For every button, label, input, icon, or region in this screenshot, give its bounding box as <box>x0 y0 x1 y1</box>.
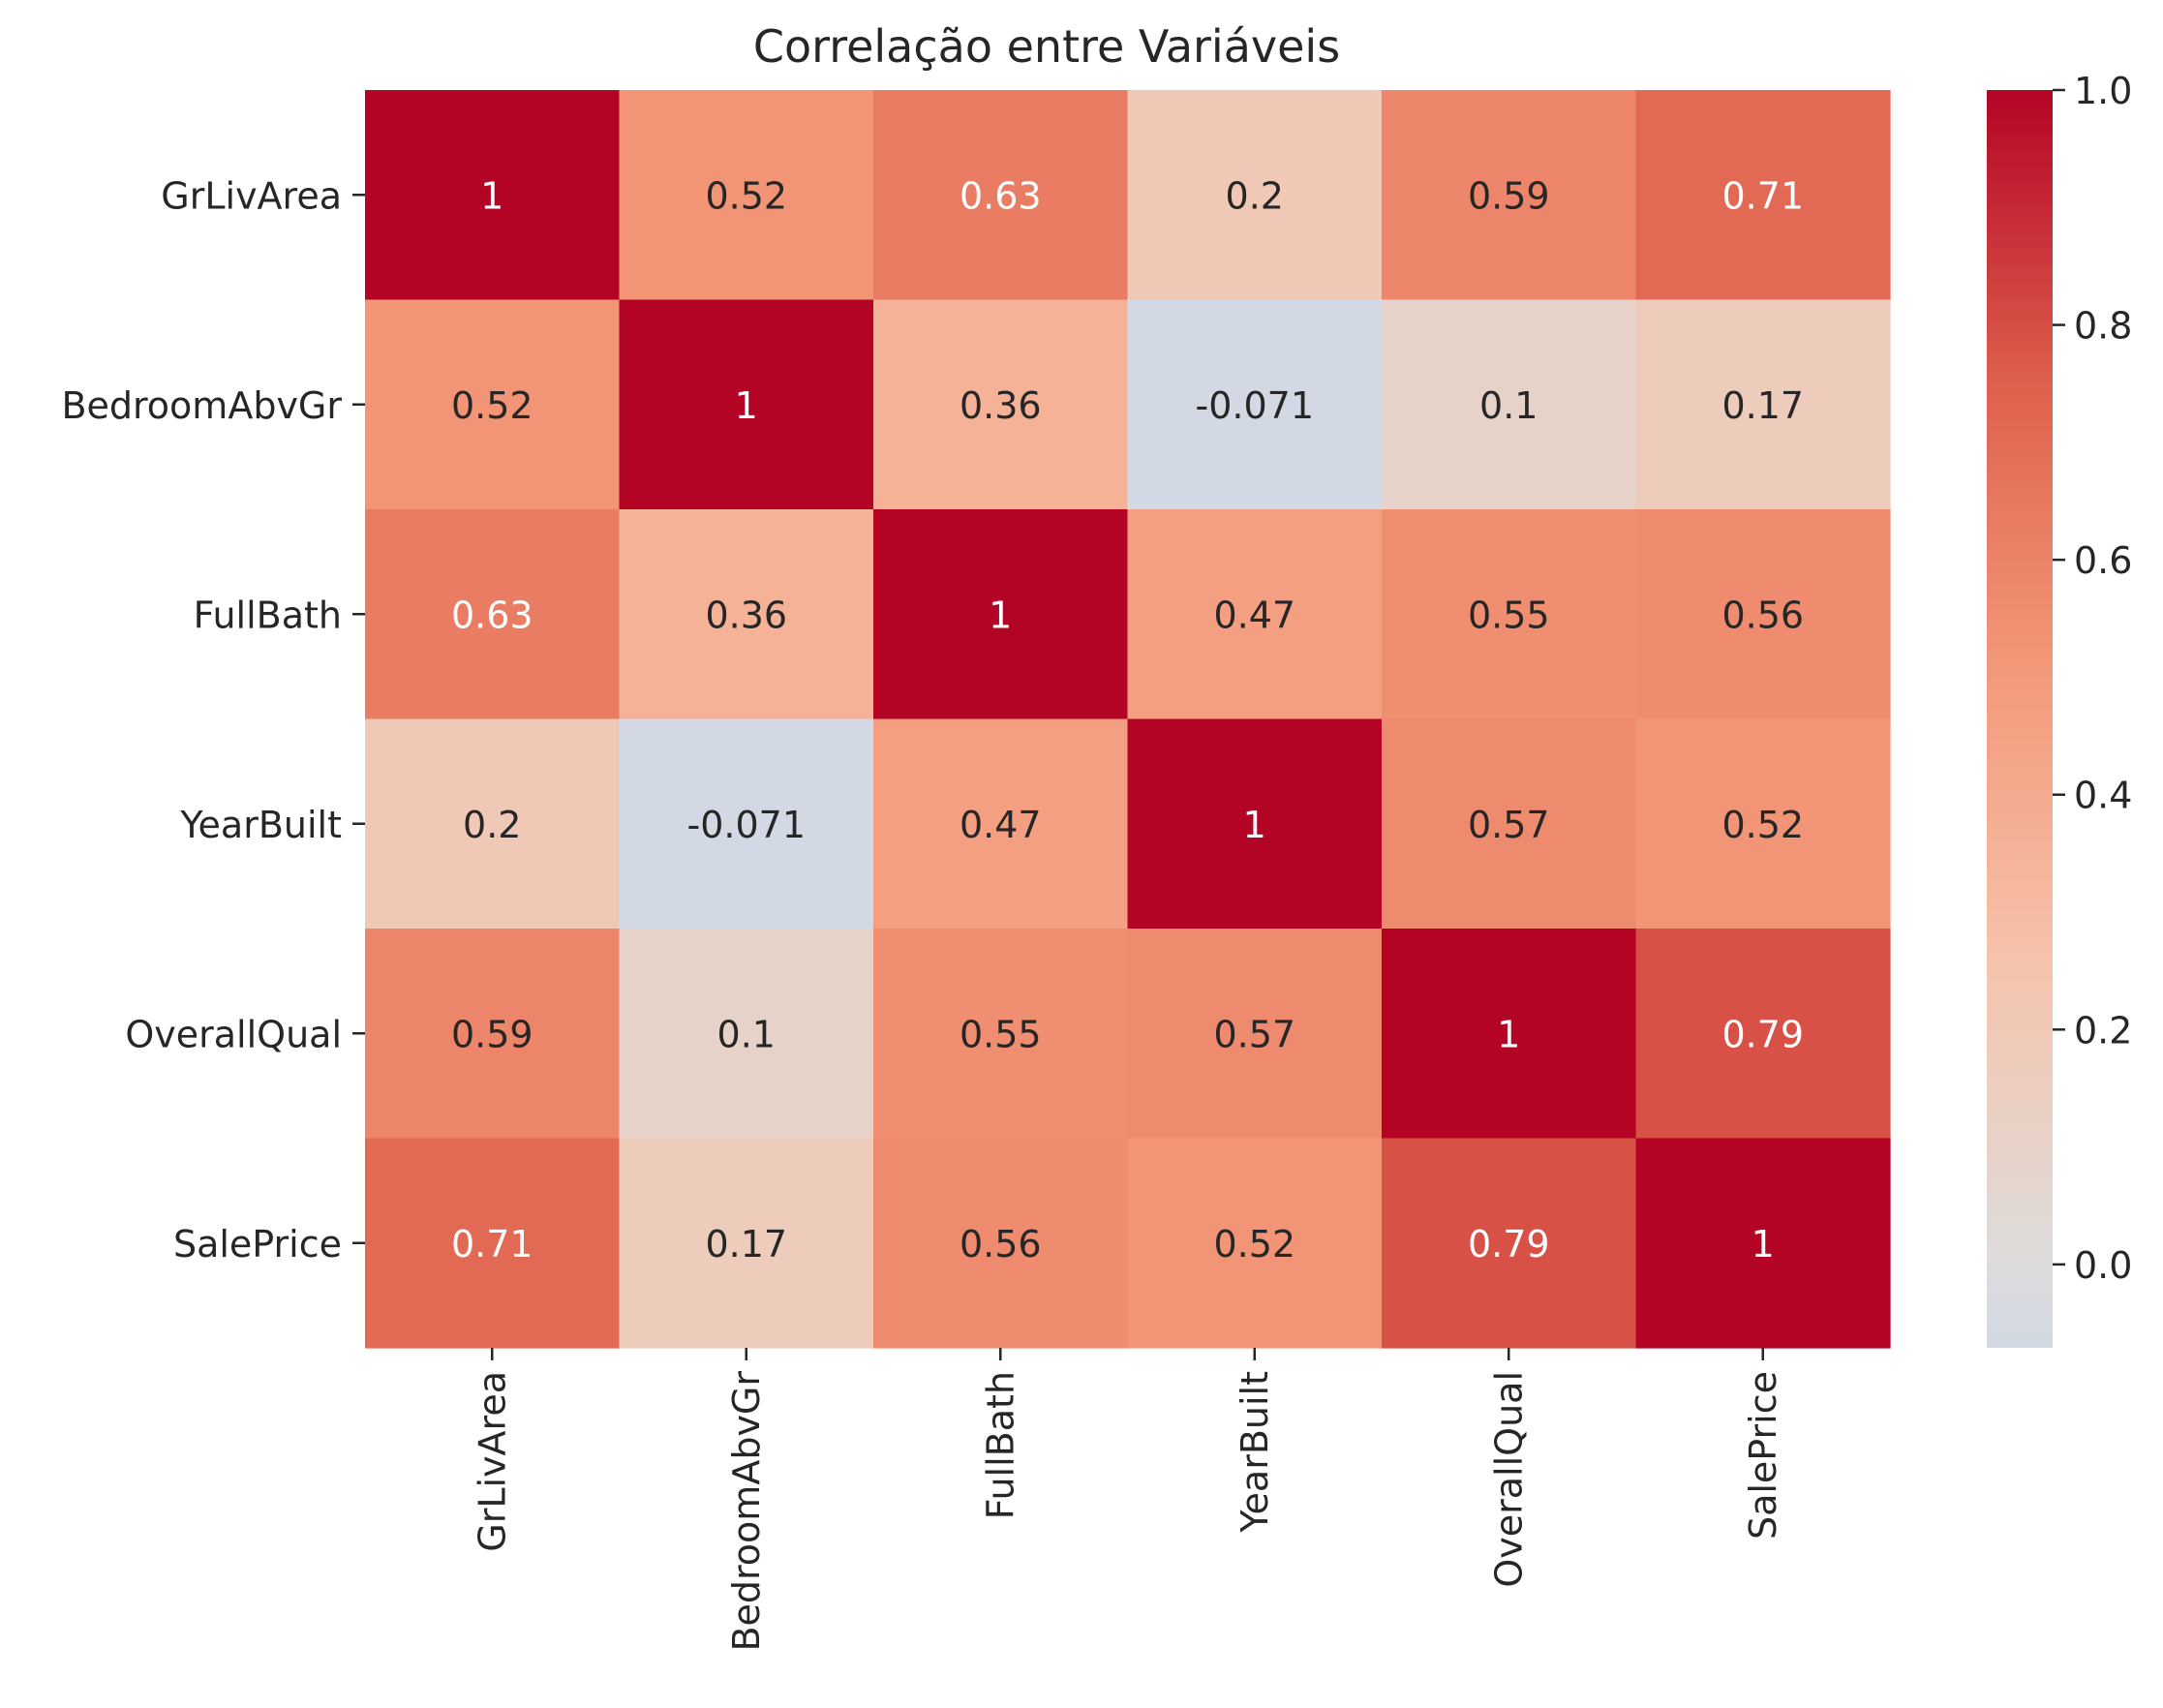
x-tick-label: YearBuilt <box>1234 1371 1276 1534</box>
cell-annotation: 0.71 <box>451 1223 533 1266</box>
y-tick-label: BedroomAbvGr <box>61 384 342 427</box>
cell-annotation: 0.56 <box>1721 594 1804 636</box>
heatmap-cell <box>1127 718 1383 930</box>
x-tick-label: GrLivArea <box>471 1371 513 1552</box>
x-axis: GrLivArea BedroomAbvGr FullBath YearBuilt Ov… <box>471 1348 1784 1652</box>
cell-annotation: 0.1 <box>1479 384 1538 427</box>
y-tick-label: GrLivArea <box>161 174 342 217</box>
heatmap-cell <box>365 90 621 301</box>
heatmap-cell <box>365 1138 621 1349</box>
heatmap-cell <box>1382 299 1637 510</box>
cell-annotation: 0.36 <box>705 594 787 636</box>
heatmap-cell <box>1382 509 1637 720</box>
heatmap-cell <box>365 299 621 510</box>
cell-annotation: 0.17 <box>705 1223 787 1266</box>
cell-annotation: 0.57 <box>1213 1013 1295 1055</box>
x-tick-label: FullBath <box>979 1371 1021 1519</box>
cell-annotation: 0.52 <box>705 174 787 217</box>
heatmap-cell <box>1127 509 1383 720</box>
heatmap-cell <box>1635 718 1891 930</box>
cell-annotation: 0.47 <box>960 804 1042 846</box>
cell-annotation: 0.63 <box>451 594 533 636</box>
colorbar-tick-label: 0.2 <box>2074 1009 2132 1052</box>
cell-annotation: 0.47 <box>1213 594 1295 636</box>
y-tick-label: YearBuilt <box>179 804 342 846</box>
heatmap-cell <box>1382 718 1637 930</box>
cell-annotation: 1 <box>1243 804 1266 846</box>
colorbar-gradient <box>1987 90 2053 1348</box>
cell-annotation: -0.071 <box>1196 384 1315 427</box>
colorbar-tick-label: 0.4 <box>2074 775 2132 817</box>
cell-annotation: 0.55 <box>1468 594 1550 636</box>
cell-annotation: 1 <box>1497 1013 1520 1055</box>
heatmap-cell <box>1127 90 1383 301</box>
heatmap-cell <box>365 509 621 720</box>
heatmap-cell <box>873 299 1129 510</box>
x-tick-label: BedroomAbvGr <box>725 1371 768 1652</box>
heatmap-cell <box>1127 1138 1383 1349</box>
cell-annotation: 0.71 <box>1721 174 1804 217</box>
cell-annotation: 0.79 <box>1468 1223 1550 1266</box>
cell-annotation: 1 <box>480 174 503 217</box>
colorbar-tick-label: 0.8 <box>2074 305 2132 348</box>
y-tick-label: OverallQual <box>125 1013 342 1055</box>
cell-annotation: 0.36 <box>960 384 1042 427</box>
heatmap-cell <box>619 299 874 510</box>
heatmap-cell <box>873 1138 1129 1349</box>
heatmap-cell <box>1127 299 1383 510</box>
heatmap-cell <box>619 90 874 301</box>
cell-annotation: 0.1 <box>717 1013 776 1055</box>
heatmap-cell <box>873 509 1129 720</box>
cell-annotation: 0.55 <box>960 1013 1042 1055</box>
cell-annotation: 0.56 <box>960 1223 1042 1266</box>
heatmap-cell <box>1635 90 1891 301</box>
cell-annotation: 0.52 <box>1721 804 1804 846</box>
cell-annotation: 0.52 <box>1213 1223 1295 1266</box>
heatmap-cells <box>365 90 1891 1349</box>
heatmap-cell <box>365 718 621 930</box>
y-axis: GrLivArea BedroomAbvGr FullBath YearBuilt Ov… <box>61 174 365 1266</box>
cell-annotation: 0.2 <box>463 804 521 846</box>
cell-annotation: 1 <box>989 594 1012 636</box>
heatmap-cell <box>619 718 874 930</box>
cell-annotation: 0.59 <box>1468 174 1550 217</box>
cell-annotation: 0.52 <box>451 384 533 427</box>
heatmap-cell <box>365 929 621 1140</box>
colorbar-tick-label: 0.0 <box>2074 1244 2132 1287</box>
heatmap-cell <box>1635 299 1891 510</box>
heatmap-cell <box>1127 929 1383 1140</box>
heatmap-cell <box>1635 929 1891 1140</box>
cell-annotations: 1 0.52 0.63 0.2 0.59 0.71 0.52 1 0.36 -0.071 0.1 0.… <box>451 174 1804 1266</box>
cell-annotation: 1 <box>1752 1223 1775 1266</box>
heatmap-cell <box>1635 509 1891 720</box>
heatmap-cell <box>619 1138 874 1349</box>
heatmap-cell <box>873 718 1129 930</box>
cell-annotation: 1 <box>735 384 758 427</box>
colorbar-tick-label: 0.6 <box>2074 539 2132 582</box>
y-tick-label: SalePrice <box>173 1223 342 1266</box>
colorbar: 0.0 0.2 0.4 0.6 0.8 1.0 <box>1987 70 2132 1348</box>
y-tick-label: FullBath <box>194 594 342 636</box>
cell-annotation: 0.57 <box>1468 804 1550 846</box>
cell-annotation: 0.2 <box>1226 174 1284 217</box>
cell-annotation: 0.17 <box>1721 384 1804 427</box>
heatmap-cell <box>619 929 874 1140</box>
heatmap-cell <box>1382 1138 1637 1349</box>
chart-title: Correlação entre Variáveis <box>753 20 1340 73</box>
heatmap-cell <box>873 929 1129 1140</box>
colorbar-tick-label: 1.0 <box>2074 70 2132 112</box>
cell-annotation: 0.79 <box>1721 1013 1804 1055</box>
heatmap-cell <box>873 90 1129 301</box>
heatmap-cell <box>1382 929 1637 1140</box>
x-tick-label: OverallQual <box>1487 1371 1530 1588</box>
heatmap-cell <box>619 509 874 720</box>
cell-annotation: 0.59 <box>451 1013 533 1055</box>
cell-annotation: -0.071 <box>687 804 807 846</box>
heatmap-cell <box>1382 90 1637 301</box>
heatmap-cell <box>1635 1138 1891 1349</box>
cell-annotation: 0.63 <box>960 174 1042 217</box>
x-tick-label: SalePrice <box>1742 1371 1784 1540</box>
